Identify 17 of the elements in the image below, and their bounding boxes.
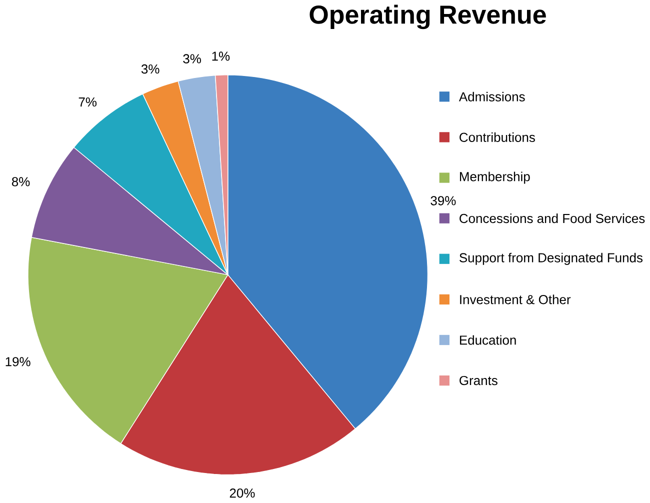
chart-title: Operating Revenue bbox=[310, 5, 546, 30]
legend-label: Grants bbox=[460, 376, 498, 386]
legend-label: Contributions bbox=[460, 132, 535, 142]
legend-label: Membership bbox=[460, 172, 530, 184]
legend-label: Investment & Other bbox=[460, 294, 571, 304]
data-label: 7% bbox=[78, 98, 97, 107]
data-label: 20% bbox=[230, 488, 255, 498]
data-label: 3% bbox=[141, 64, 160, 74]
data-label: 3% bbox=[183, 54, 201, 64]
legend-label: Concessions and Food Services bbox=[460, 214, 645, 224]
data-label: 39% bbox=[430, 196, 456, 206]
legend-label: Education bbox=[460, 335, 516, 346]
data-label: 1% bbox=[212, 52, 230, 61]
legend-label: Admissions bbox=[458, 92, 525, 102]
data-label: 8% bbox=[12, 177, 30, 187]
legend-label: Support from Designated Funds bbox=[460, 253, 643, 266]
data-label: 19% bbox=[6, 357, 30, 367]
